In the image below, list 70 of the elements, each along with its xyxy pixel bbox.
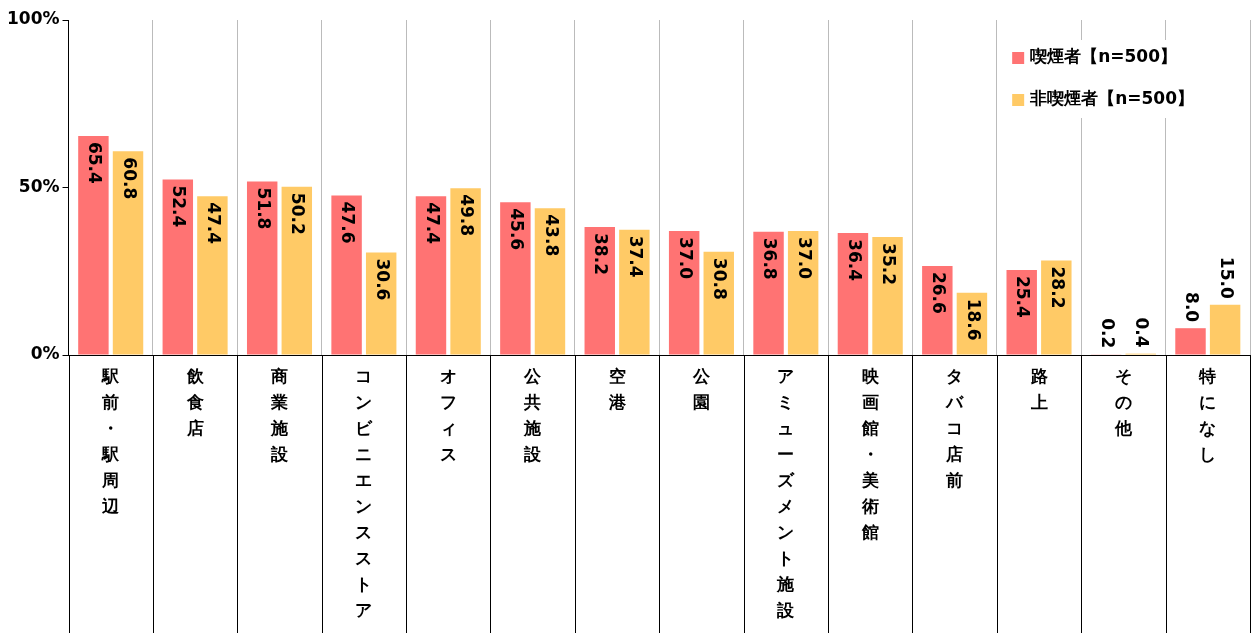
bar — [331, 195, 362, 355]
data-label: 15.0 — [1216, 256, 1237, 299]
x-tick-label: 特になし — [1198, 365, 1217, 464]
legend-label: 非喫煙者【n=500】 — [1029, 88, 1195, 109]
data-label: 45.6 — [506, 208, 527, 251]
bar — [753, 231, 784, 355]
x-tick-label: オフィス — [439, 365, 457, 464]
data-label: 65.4 — [84, 141, 105, 185]
x-tick-label: 空港 — [607, 365, 627, 412]
bar — [584, 227, 615, 355]
x-tick-label: タバコ店前 — [945, 365, 965, 490]
category-label: アミューズメント施設 — [777, 365, 795, 620]
y-tick-label: 50% — [18, 175, 60, 196]
bar — [500, 202, 531, 355]
bar — [281, 186, 313, 355]
x-tick-label: 駅前・駅周辺 — [101, 365, 121, 516]
data-label: 47.6 — [338, 201, 359, 244]
x-tick-label: 商業施設 — [270, 365, 289, 464]
bar — [162, 179, 194, 355]
data-label: 36.8 — [760, 237, 781, 280]
data-label: 49.8 — [457, 194, 478, 237]
y-tick-label: 100% — [6, 8, 60, 29]
data-label: 8.0 — [1182, 292, 1203, 323]
data-label: 47.4 — [422, 202, 443, 245]
bar — [619, 229, 650, 355]
data-label: 37.4 — [625, 235, 646, 278]
data-label: 25.4 — [1013, 275, 1034, 319]
data-label: 51.8 — [253, 187, 274, 230]
bar — [1209, 304, 1241, 355]
data-label: 30.8 — [710, 257, 731, 300]
bar — [534, 208, 566, 355]
data-label: 60.8 — [119, 157, 140, 200]
data-label: 30.6 — [372, 258, 393, 301]
data-label: 35.2 — [879, 243, 900, 286]
x-tick-label: 公共施設 — [523, 365, 543, 464]
data-label: 26.6 — [928, 271, 949, 314]
x-tick-label: その他 — [1113, 365, 1133, 438]
x-tick-label: 飲食店 — [185, 365, 205, 438]
bar — [246, 181, 278, 355]
bar — [415, 196, 447, 355]
bar — [1041, 260, 1072, 355]
legend-label: 喫煙者【n=500】 — [1030, 46, 1178, 67]
bar — [112, 151, 144, 355]
data-label: 18.6 — [963, 298, 984, 341]
bar — [1175, 328, 1206, 355]
data-label: 38.2 — [591, 233, 612, 275]
bar — [837, 233, 869, 355]
bar — [872, 237, 903, 355]
data-label: 36.4 — [844, 239, 865, 282]
y-tick-label: 0% — [30, 343, 60, 364]
bar — [78, 135, 109, 355]
data-label: 0.2 — [1097, 318, 1118, 349]
data-label: 37.0 — [675, 237, 696, 280]
data-label: 43.8 — [541, 214, 562, 257]
data-label: 50.2 — [288, 192, 309, 235]
bar — [1006, 269, 1037, 355]
data-label: 0.4 — [1132, 317, 1153, 348]
x-tick-label: 映画館・美術館 — [860, 365, 880, 542]
x-tick-label: 路上 — [1029, 365, 1048, 412]
data-label: 47.4 — [203, 202, 224, 245]
x-tick-label: 公園 — [691, 365, 711, 412]
bar — [450, 188, 481, 355]
bar — [922, 265, 953, 355]
category-label: コンビニエンスストア — [355, 365, 373, 620]
data-label: 52.4 — [169, 185, 190, 228]
data-label: 37.0 — [794, 237, 815, 280]
bar — [668, 231, 700, 355]
bar — [787, 231, 819, 355]
data-label: 28.2 — [1047, 266, 1068, 309]
bar — [197, 196, 228, 355]
